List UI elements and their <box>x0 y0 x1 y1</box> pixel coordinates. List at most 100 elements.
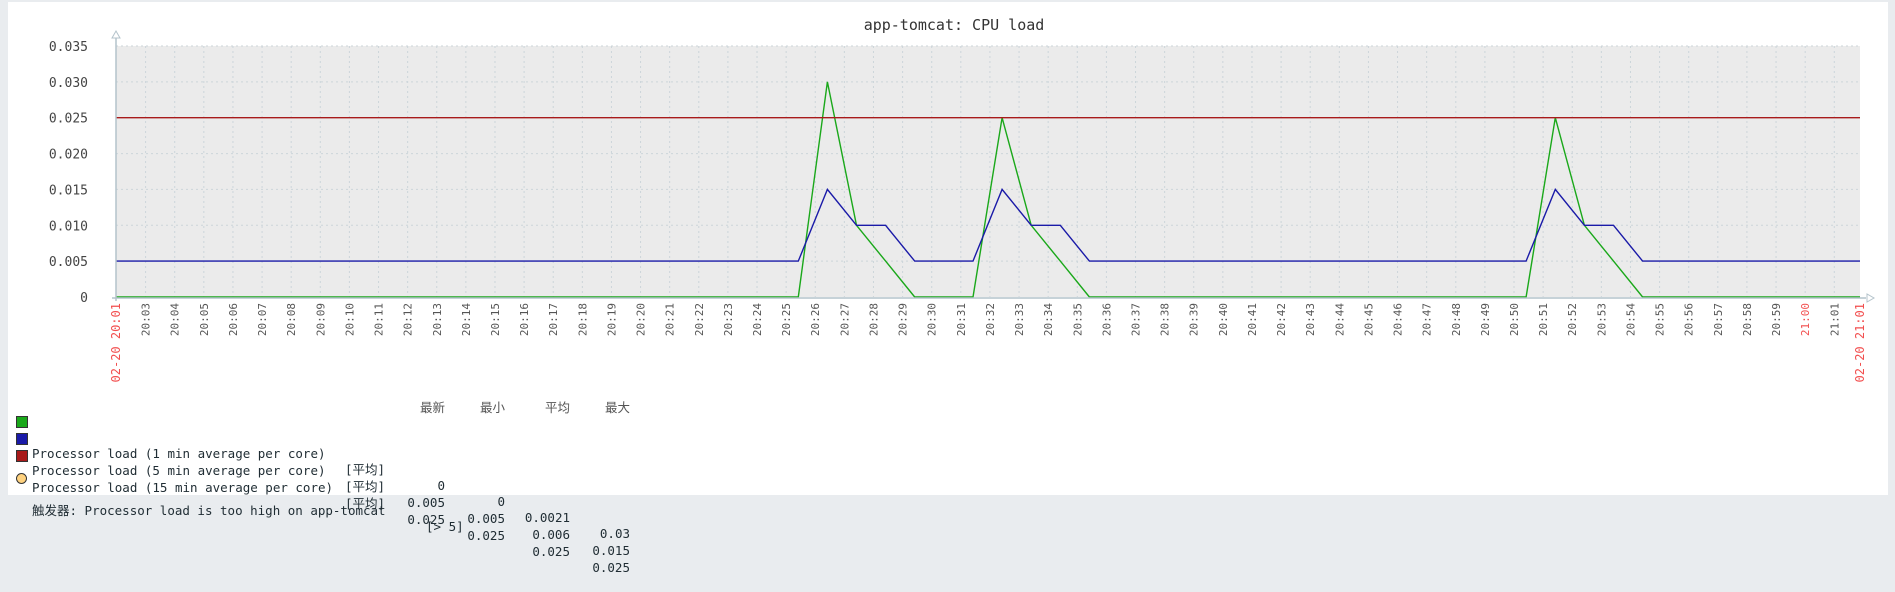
x-tick-label: 20:12 <box>402 303 415 336</box>
x-tick-label: 20:34 <box>1042 303 1055 336</box>
x-tick-label: 20:31 <box>955 303 968 336</box>
series-name: Processor load (1 min average per core) <box>32 446 326 461</box>
legend-trigger: 触发器: Processor load is too high on app-t… <box>16 471 464 551</box>
y-tick-label: 0.010 <box>49 219 88 234</box>
series-name: Processor load (5 min average per core) <box>32 463 326 478</box>
x-tick-label: 20:52 <box>1566 303 1579 336</box>
cpu-load-chart: app-tomcat: CPU load 0 0.005 0.010 0.015 0.0… <box>49 16 1876 382</box>
series-color-swatch <box>16 433 28 445</box>
x-tick-label: 20:55 <box>1654 303 1667 336</box>
x-tick-label: 20:15 <box>489 303 502 336</box>
x-tick-label: 20:35 <box>1071 303 1084 336</box>
x-tick-label: 20:19 <box>605 303 618 336</box>
x-tick-label: 20:32 <box>984 303 997 336</box>
legend-row-5min: Processor load (5 min average per core) … <box>16 431 656 558</box>
x-tick-label: 20:07 <box>256 303 269 336</box>
x-tick-label: 20:16 <box>518 303 531 336</box>
x-tick-label: 20:59 <box>1770 303 1783 336</box>
value-avg: 0.025 <box>532 544 570 559</box>
chart-title: app-tomcat: CPU load <box>864 16 1045 34</box>
x-tick-label: 20:46 <box>1392 303 1405 336</box>
value-avg: 0.006 <box>532 527 570 542</box>
x-tick-label: 20:17 <box>547 303 560 336</box>
legend-header-min: 最小 <box>479 400 505 415</box>
x-tick-label: 20:11 <box>373 303 386 336</box>
y-tick-label: 0.025 <box>49 112 88 127</box>
x-tick-label: 20:29 <box>897 303 910 336</box>
x-tick-label: 20:45 <box>1362 303 1375 336</box>
series-function: [平均] <box>345 479 386 494</box>
x-tick-label: 20:22 <box>693 303 706 336</box>
plot-area <box>116 46 1860 297</box>
x-tick-label: 20:30 <box>926 303 939 336</box>
x-tick-label: 20:44 <box>1333 303 1346 336</box>
series-color-swatch <box>16 416 28 428</box>
legend-row-1min: Processor load (1 min average per core) … <box>16 414 656 541</box>
x-tick-label: 20:37 <box>1130 303 1143 336</box>
value-min: 0 <box>497 494 505 509</box>
x-start-label: 02-20 20:01 <box>109 303 123 382</box>
x-tick-label: 20:27 <box>838 303 851 336</box>
legend-header-max: 最大 <box>604 400 630 415</box>
value-avg: 0.0021 <box>524 510 570 525</box>
value-last: 0.005 <box>407 495 445 510</box>
y-tick-label: 0 <box>80 291 88 306</box>
value-max: 0.03 <box>599 526 630 541</box>
series-color-swatch <box>16 450 28 462</box>
x-tick-label: 20:36 <box>1100 303 1113 336</box>
trigger-circle-icon <box>16 473 27 484</box>
y-tick-label: 0.005 <box>49 255 88 270</box>
x-tick-label: 20:20 <box>635 303 648 336</box>
x-tick-label: 20:58 <box>1741 303 1754 336</box>
x-tick-label: 20:43 <box>1304 303 1317 336</box>
series-function: [平均] <box>345 462 386 477</box>
x-end-label: 02-20 21:01 <box>1853 303 1867 382</box>
x-tick-label: 20:48 <box>1450 303 1463 336</box>
x-axis-arrow-icon <box>1866 293 1876 303</box>
x-tick-label: 20:14 <box>460 303 473 336</box>
x-tick-label: 20:40 <box>1217 303 1230 336</box>
value-max: 0.025 <box>592 560 630 575</box>
x-tick-label: 20:18 <box>576 303 589 336</box>
series-name: Processor load (15 min average per core) <box>32 480 334 495</box>
x-tick-label: 20:49 <box>1479 303 1492 336</box>
x-tick-label: 20:41 <box>1246 303 1259 336</box>
x-tick-label: 20:13 <box>431 303 444 336</box>
x-tick-label: 20:21 <box>664 303 677 336</box>
x-tick-label: 20:25 <box>780 303 793 336</box>
y-tick-label: 0.030 <box>49 76 88 91</box>
series-line-2 <box>116 188 1860 262</box>
legend-row-15min: Processor load (15 min average per core)… <box>16 448 656 575</box>
x-tick-label: 20:23 <box>722 303 735 336</box>
x-tick-label: 20:50 <box>1508 303 1521 336</box>
y-tick-label: 0.015 <box>49 183 88 198</box>
x-tick-label: 20:24 <box>751 303 764 336</box>
x-tick-label: 20:28 <box>867 303 880 336</box>
x-tick-label: 21:00 <box>1799 303 1812 336</box>
x-tick-label: 20:47 <box>1421 303 1434 336</box>
value-max: 0.015 <box>592 543 630 558</box>
y-axis-arrow-icon <box>111 29 121 39</box>
x-tick-label: 20:39 <box>1188 303 1201 336</box>
x-tick-label: 20:42 <box>1275 303 1288 336</box>
legend-header-avg: 平均 <box>544 400 570 415</box>
legend-header-last: 最新 <box>419 400 445 415</box>
x-tick-label: 20:06 <box>227 303 240 336</box>
x-tick-label: 20:04 <box>169 303 182 336</box>
x-tick-label: 20:26 <box>809 303 822 336</box>
x-tick-label: 20:03 <box>140 303 153 336</box>
x-tick-label: 20:56 <box>1683 303 1696 336</box>
x-tick-label: 20:53 <box>1595 303 1608 336</box>
trigger-text: 触发器: Processor load is too high on app-t… <box>32 503 386 518</box>
trigger-condition: [> 5] <box>426 519 464 534</box>
x-tick-label: 20:08 <box>285 303 298 336</box>
x-tick-label: 20:51 <box>1537 303 1550 336</box>
x-tick-label: 20:10 <box>343 303 356 336</box>
y-tick-label: 0.020 <box>49 148 88 163</box>
x-tick-label: 20:57 <box>1712 303 1725 336</box>
x-tick-label: 20:33 <box>1013 303 1026 336</box>
x-tick-label: 20:05 <box>198 303 211 336</box>
y-tick-label: 0.035 <box>49 40 88 55</box>
x-tick-label: 20:54 <box>1624 303 1637 336</box>
x-tick-label: 21:01 <box>1828 303 1841 336</box>
